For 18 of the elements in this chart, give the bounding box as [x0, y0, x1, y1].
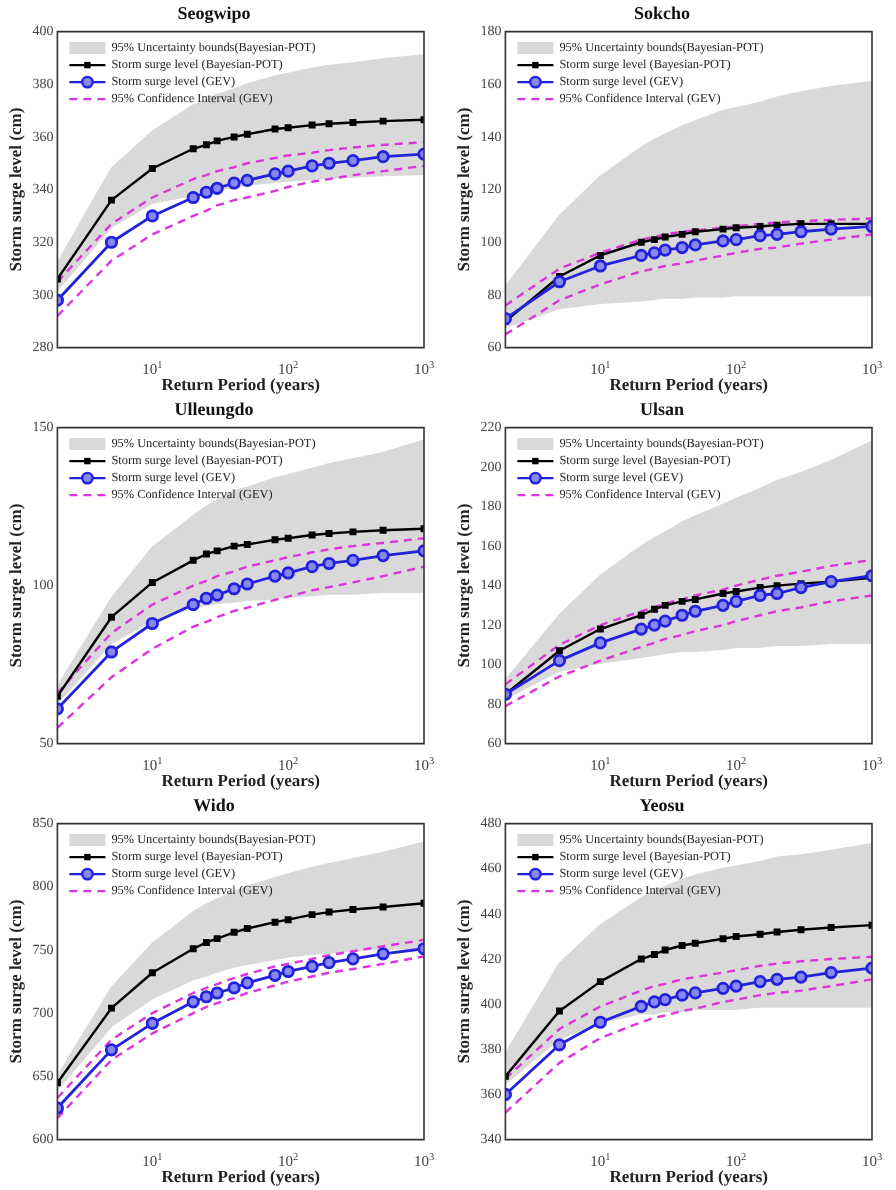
chart-title: Ulleungdo	[174, 399, 255, 420]
y-axis-title: Storm surge level (cm)	[452, 899, 473, 1064]
x-axis-title: Return Period (years)	[609, 1166, 769, 1187]
y-axis-title: Storm surge level (cm)	[452, 107, 473, 272]
chart-title: Wido	[193, 795, 236, 816]
y-axis-title: Storm surge level (cm)	[4, 107, 25, 272]
chart-title: Yeosu	[639, 795, 685, 816]
x-axis-title: Return Period (years)	[609, 770, 769, 791]
x-axis-title: Return Period (years)	[161, 374, 321, 395]
chart-title: Ulsan	[639, 399, 685, 420]
y-axis-title: Storm surge level (cm)	[4, 503, 25, 668]
chart-title: Seogwipo	[177, 3, 252, 24]
y-axis-title: Storm surge level (cm)	[452, 503, 473, 668]
y-axis-title: Storm surge level (cm)	[4, 899, 25, 1064]
chart-title: Sokcho	[633, 3, 692, 24]
x-axis-title: Return Period (years)	[161, 770, 321, 791]
x-axis-title: Return Period (years)	[609, 374, 769, 395]
x-axis-title: Return Period (years)	[161, 1166, 321, 1187]
